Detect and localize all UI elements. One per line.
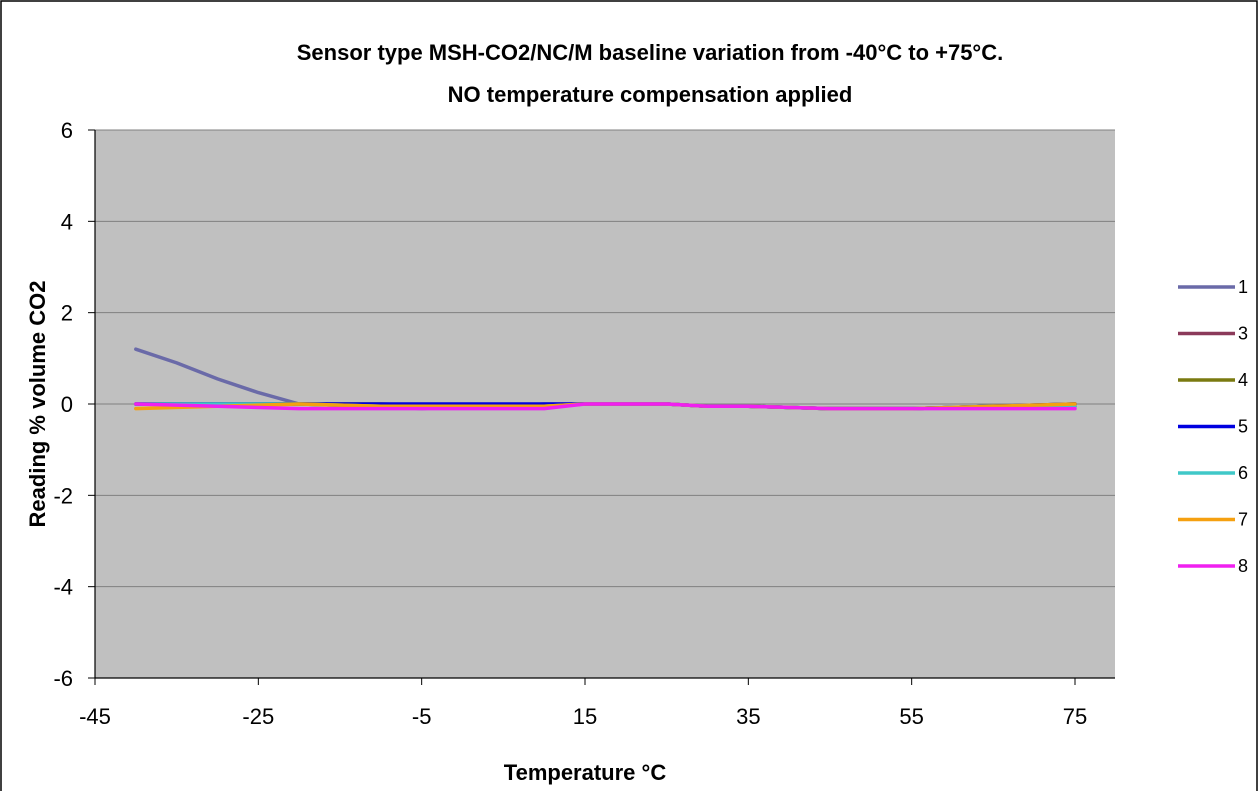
x-tick-label: -45	[79, 704, 111, 729]
legend-label-1: 1	[1238, 277, 1248, 297]
legend-label-5: 5	[1238, 417, 1248, 437]
x-tick-label: 55	[899, 704, 923, 729]
x-tick-label: 35	[736, 704, 760, 729]
chart-title: Sensor type MSH-CO2/NC/M baseline variat…	[297, 40, 1003, 65]
y-tick-label: -4	[53, 575, 73, 600]
x-tick-label: -25	[242, 704, 274, 729]
legend-label-6: 6	[1238, 463, 1248, 483]
y-tick-label: -6	[53, 666, 73, 691]
series-lines	[134, 347, 1077, 411]
series-line-8	[134, 402, 1077, 411]
x-tick-label: 15	[573, 704, 597, 729]
x-axis-label: Temperature °C	[504, 760, 667, 785]
legend-label-4: 4	[1238, 370, 1248, 390]
x-tick-label: -5	[412, 704, 432, 729]
legend-label-7: 7	[1238, 510, 1248, 530]
y-tick-label: 2	[61, 301, 73, 326]
x-tick-label: 75	[1063, 704, 1087, 729]
chart-subtitle: NO temperature compensation applied	[448, 82, 853, 107]
y-axis-label: Reading % volume CO2	[25, 281, 50, 528]
y-tick-label: 4	[61, 209, 73, 234]
y-tick-label: 6	[61, 118, 73, 143]
y-tick-label: 0	[61, 392, 73, 417]
legend-label-3: 3	[1238, 324, 1248, 344]
legend-label-8: 8	[1238, 556, 1248, 576]
y-tick-label: -2	[53, 483, 73, 508]
legend: 1 3 4 5 6 7 8	[1178, 277, 1248, 576]
tick-labels: -45 -25 -5 15 35 55 75 -6 -4 -2 0 2 4 6	[53, 118, 1087, 729]
